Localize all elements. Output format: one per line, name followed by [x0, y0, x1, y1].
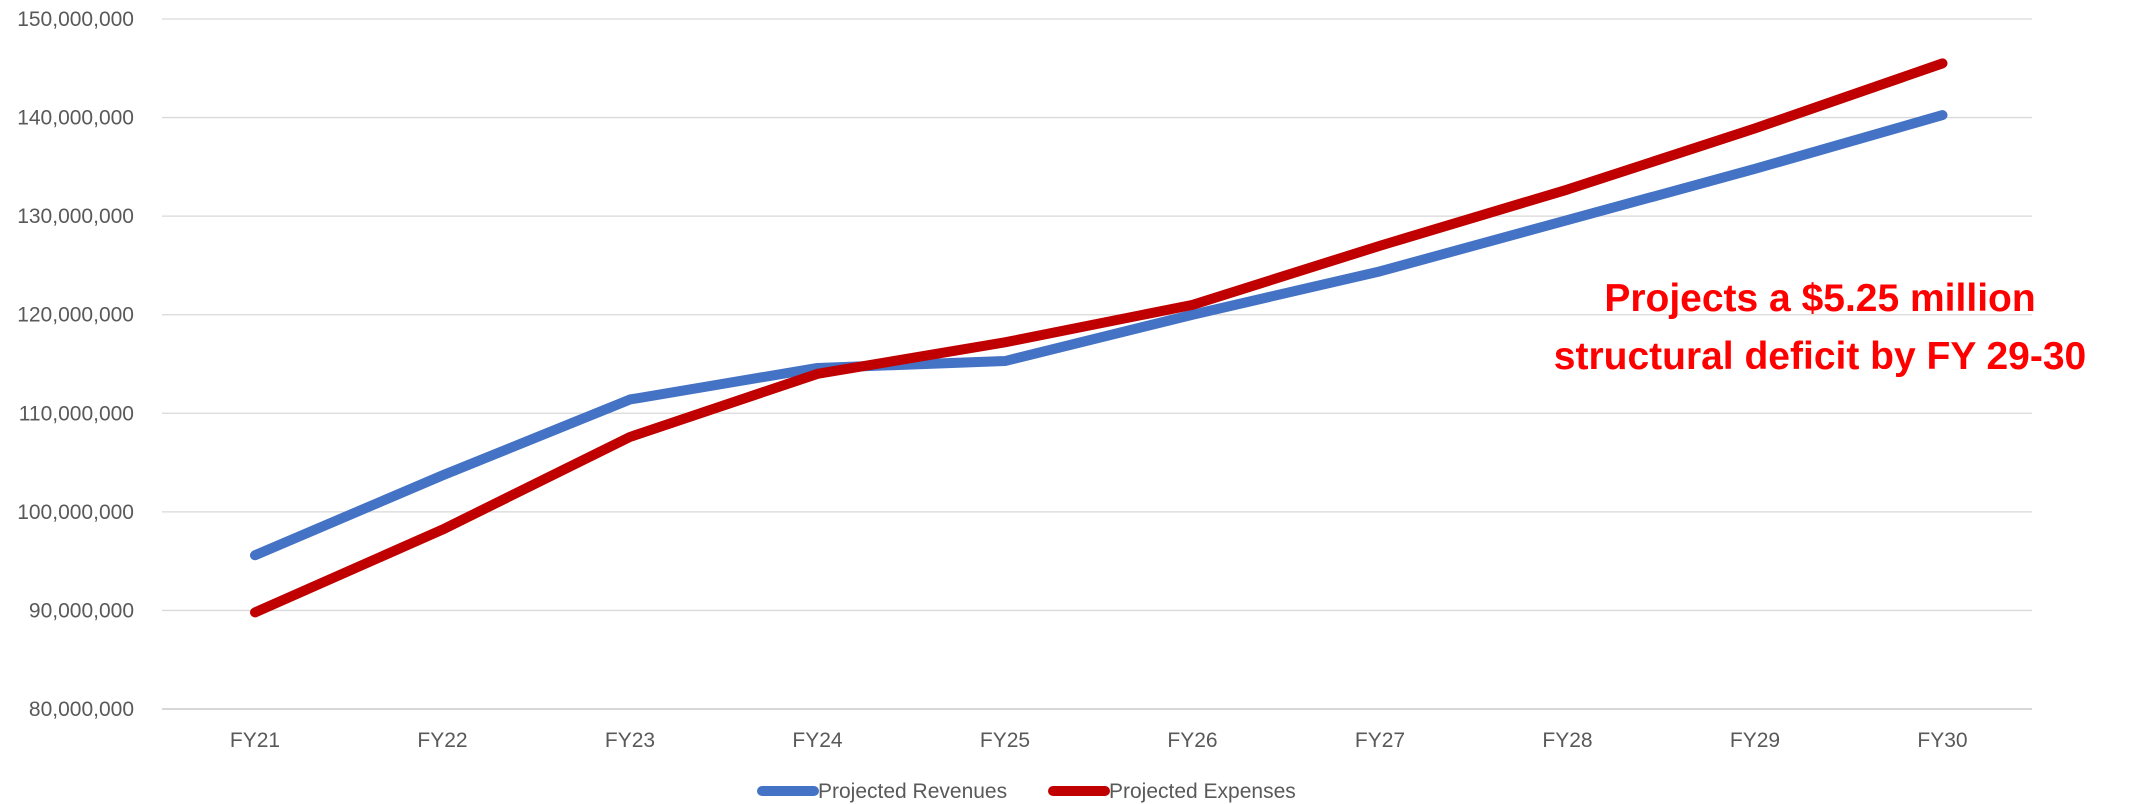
x-tick-label: FY21 [230, 729, 280, 752]
series-lines [250, 58, 1948, 618]
y-axis-ticks: 80,000,000 90,000,000 100,000,000 110,000,0… [17, 8, 134, 721]
x-tick-label: FY28 [1542, 729, 1592, 752]
y-tick-label: 150,000,000 [17, 8, 134, 31]
y-tick-label: 120,000,000 [17, 304, 134, 327]
series-line-projected-expenses [250, 58, 1948, 618]
legend-label: Projected Expenses [1109, 780, 1296, 803]
x-tick-label: FY27 [1355, 729, 1405, 752]
y-tick-label: 80,000,000 [29, 698, 134, 721]
x-tick-label: FY24 [792, 729, 843, 752]
y-tick-label: 130,000,000 [17, 205, 134, 228]
y-tick-label: 100,000,000 [17, 501, 134, 524]
x-axis-ticks: FY21 FY22 FY23 FY24 FY25 FY26 FY27 FY28 FY29 FY30 [230, 729, 1968, 752]
x-tick-label: FY29 [1730, 729, 1780, 752]
x-tick-label: FY25 [980, 729, 1030, 752]
legend: Projected Revenues Projected Expenses [757, 780, 1296, 803]
y-tick-label: 110,000,000 [19, 402, 134, 425]
legend-label: Projected Revenues [818, 780, 1007, 803]
deficit-annotation: Projects a $5.25 million structural defi… [1530, 270, 2110, 386]
x-tick-label: FY26 [1167, 729, 1217, 752]
annotation-line-1: Projects a $5.25 million [1604, 277, 2036, 320]
x-tick-label: FY30 [1917, 729, 1967, 752]
y-tick-label: 140,000,000 [17, 107, 134, 130]
x-tick-label: FY22 [417, 729, 467, 752]
annotation-line-2: structural deficit by FY 29-30 [1553, 335, 2087, 378]
series-line-projected-revenues [250, 110, 1948, 561]
y-tick-label: 90,000,000 [29, 599, 134, 622]
x-tick-label: FY23 [605, 729, 655, 752]
